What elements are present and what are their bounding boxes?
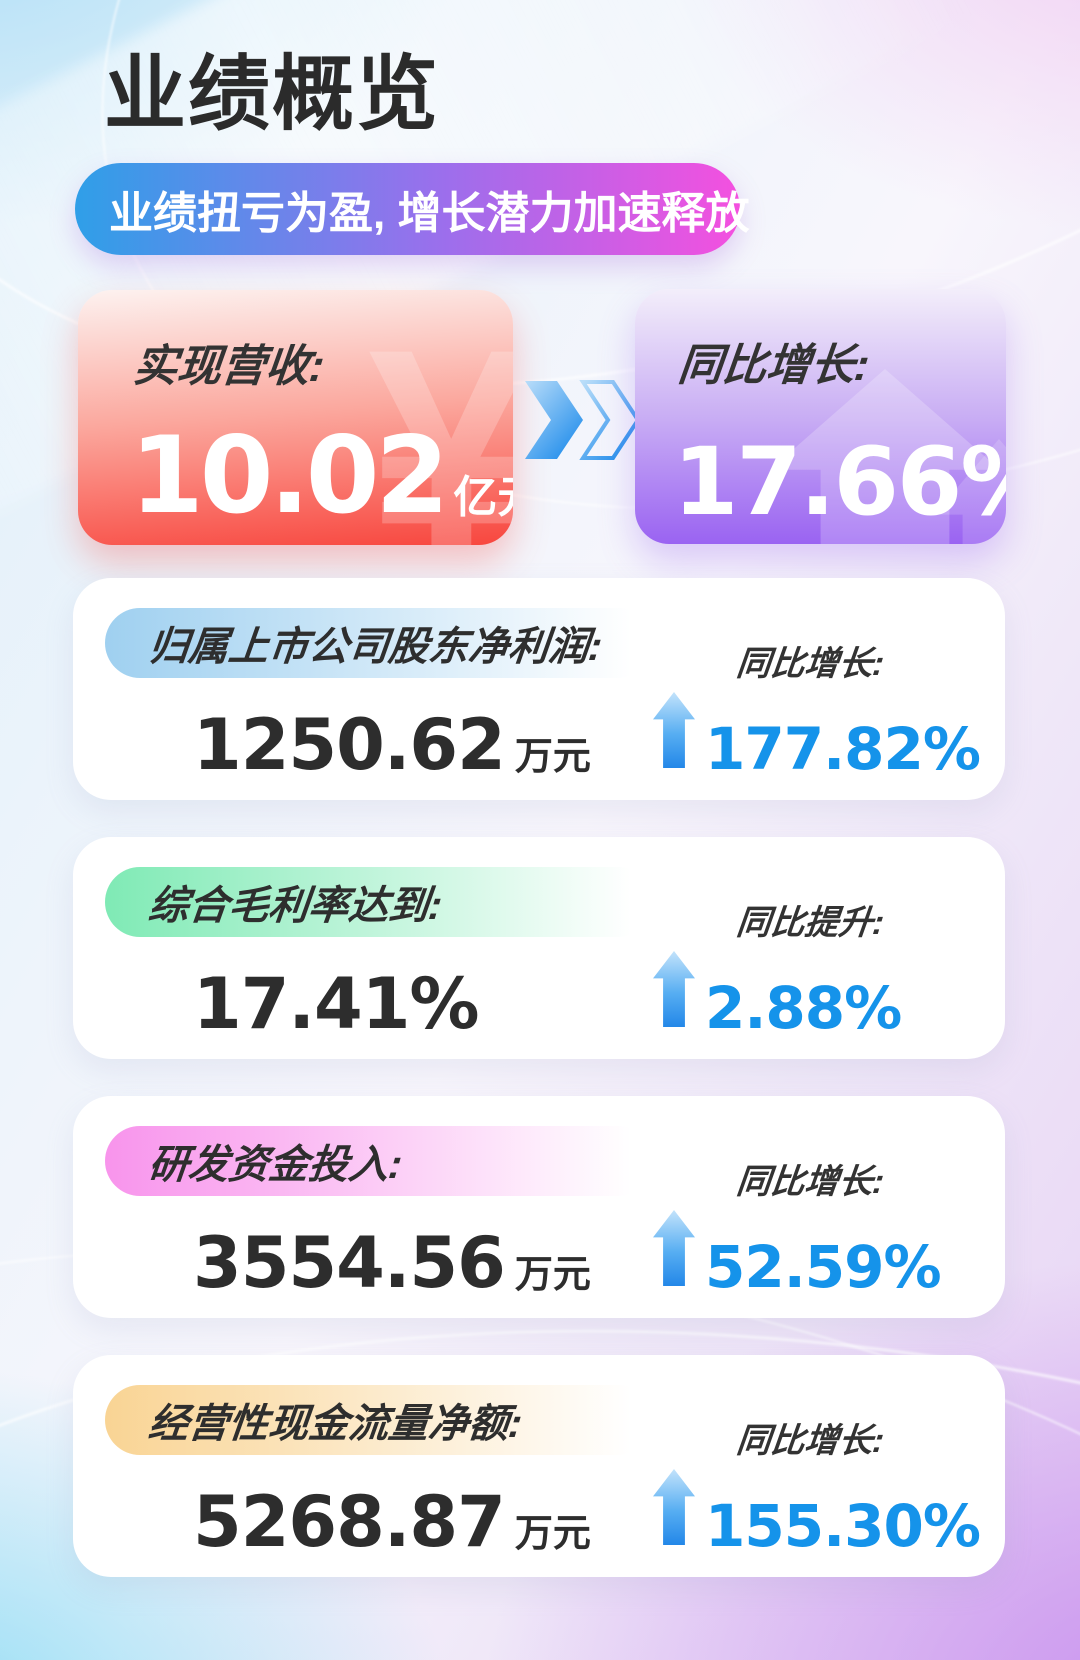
metric-card: 经营性现金流量净额: 5268.87 万元 同比增长: 155.30%	[73, 1355, 1005, 1577]
metric-unit: 万元	[514, 736, 591, 778]
up-arrow-icon	[653, 692, 695, 768]
metric-card: 归属上市公司股东净利润: 1250.62 万元 同比增长: 177.82%	[73, 578, 1005, 800]
metric-number: 5268.87	[193, 1481, 506, 1563]
metric-change-label: 同比提升:	[734, 904, 886, 942]
metric-number: 3554.56	[193, 1222, 506, 1304]
metric-unit: 万元	[514, 1254, 591, 1296]
metric-number: 17.41%	[193, 963, 480, 1045]
metric-change-label: 同比增长:	[734, 645, 886, 683]
metric-change: 2.88%	[653, 951, 902, 1042]
metric-change-percent: 155.30%	[705, 1492, 981, 1560]
page-title: 业绩概览	[104, 49, 441, 140]
metric-label-pill: 综合毛利率达到:	[105, 867, 653, 937]
metric-label: 综合毛利率达到:	[146, 884, 445, 928]
subtitle-text: 业绩扭亏为盈, 增长潜力加速释放	[109, 189, 750, 238]
growth-number: 17.66%	[673, 428, 1006, 537]
metric-change: 155.30%	[653, 1469, 981, 1560]
revenue-card: ¥ 实现营收: 10.02 亿元	[78, 290, 513, 545]
metric-unit: 万元	[514, 1513, 591, 1555]
up-arrow-icon	[653, 951, 695, 1027]
revenue-number: 10.02	[130, 414, 449, 537]
revenue-label: 实现营收:	[130, 342, 327, 391]
metric-label-pill: 经营性现金流量净额:	[105, 1385, 653, 1455]
metric-label-pill: 归属上市公司股东净利润:	[105, 608, 653, 678]
metric-change-percent: 177.82%	[705, 715, 981, 783]
metric-label: 经营性现金流量净额:	[146, 1402, 525, 1446]
metric-change-label: 同比增长:	[734, 1163, 886, 1201]
metric-value: 1250.62 万元	[193, 710, 591, 780]
metric-value: 5268.87 万元	[193, 1487, 591, 1557]
metric-change-percent: 2.88%	[705, 974, 902, 1042]
metric-label: 归属上市公司股东净利润:	[146, 625, 605, 669]
metric-change-label: 同比增长:	[734, 1422, 886, 1460]
subtitle-banner: 业绩扭亏为盈, 增长潜力加速释放	[75, 163, 749, 255]
revenue-unit: 亿元	[453, 473, 513, 522]
growth-label: 同比增长:	[675, 341, 872, 390]
double-chevron-right-icon	[525, 380, 641, 460]
metric-card: 综合毛利率达到: 17.41% 同比提升: 2.88%	[73, 837, 1005, 1059]
up-arrow-icon	[653, 1210, 695, 1286]
up-arrow-icon	[653, 1469, 695, 1545]
metric-number: 1250.62	[193, 704, 506, 786]
metric-value: 17.41%	[193, 969, 489, 1039]
metric-label-pill: 研发资金投入:	[105, 1126, 653, 1196]
metric-label: 研发资金投入:	[146, 1143, 405, 1187]
growth-value: 17.66%	[673, 436, 1006, 530]
metric-change: 177.82%	[653, 692, 981, 783]
metric-change-percent: 52.59%	[705, 1233, 942, 1301]
revenue-value: 10.02 亿元	[130, 423, 513, 529]
growth-card: 同比增长: 17.66%	[635, 289, 1006, 544]
metric-value: 3554.56 万元	[193, 1228, 591, 1298]
metric-change: 52.59%	[653, 1210, 942, 1301]
metric-card: 研发资金投入: 3554.56 万元 同比增长: 52.59%	[73, 1096, 1005, 1318]
